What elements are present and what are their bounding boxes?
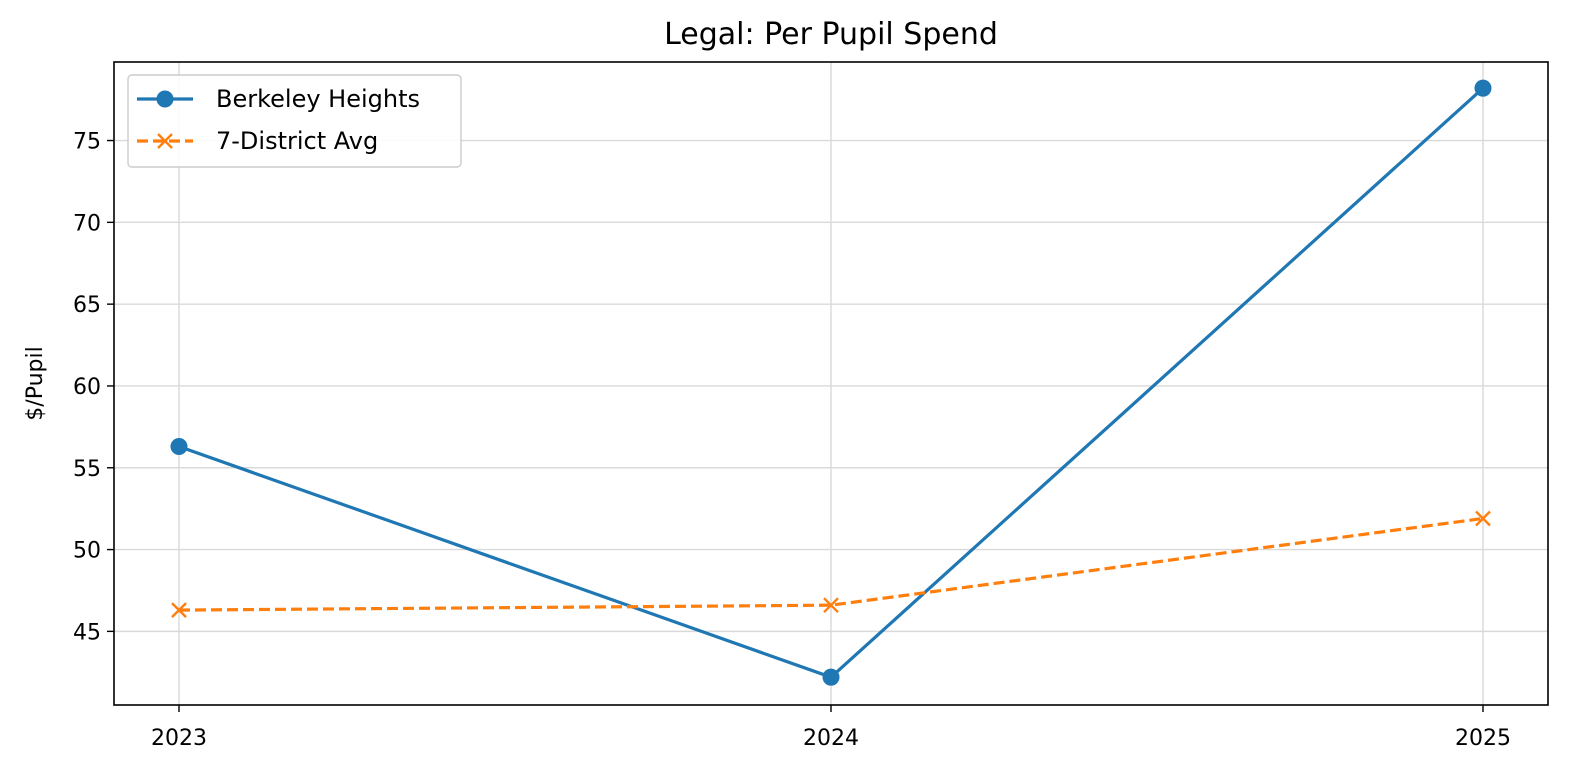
x-tick-label: 2024 [803, 726, 859, 751]
series-1 [171, 510, 1491, 618]
data-point [823, 597, 839, 614]
y-tick-label: 50 [73, 539, 101, 564]
series-layer [170, 79, 1492, 686]
data-point [171, 602, 187, 618]
ticks: 45 50 55 60 65 70 75 2023 2024 2025 [73, 130, 1511, 751]
series-line [178, 516, 1484, 612]
legend-label: 7-District Avg [216, 127, 378, 155]
data-point [822, 668, 840, 686]
y-tick-label: 75 [73, 130, 101, 155]
legend-swatch-marker [156, 90, 174, 108]
data-point [170, 437, 188, 455]
legend-entry: 7-District Avg [137, 127, 378, 155]
x-tick-label: 2025 [1455, 726, 1511, 751]
series-0 [170, 79, 1492, 686]
legend-swatch-marker [157, 133, 173, 149]
y-tick-label: 45 [73, 620, 101, 645]
data-point [1474, 79, 1492, 97]
legend-entry: Berkeley Heights [137, 85, 420, 113]
data-point [1475, 510, 1491, 527]
y-tick-label: 70 [73, 211, 101, 236]
y-axis-label: $/Pupil [23, 346, 48, 420]
legend-box [127, 74, 462, 168]
x-tick-label: 2023 [151, 726, 207, 751]
y-tick-label: 55 [73, 457, 101, 482]
chart-title: Legal: Per Pupil Spend [664, 17, 998, 52]
legend: Berkeley Heights 7-District Avg [127, 74, 462, 168]
legend-label: Berkeley Heights [216, 85, 420, 113]
y-tick-label: 60 [73, 375, 101, 400]
y-tick-label: 65 [73, 293, 101, 318]
